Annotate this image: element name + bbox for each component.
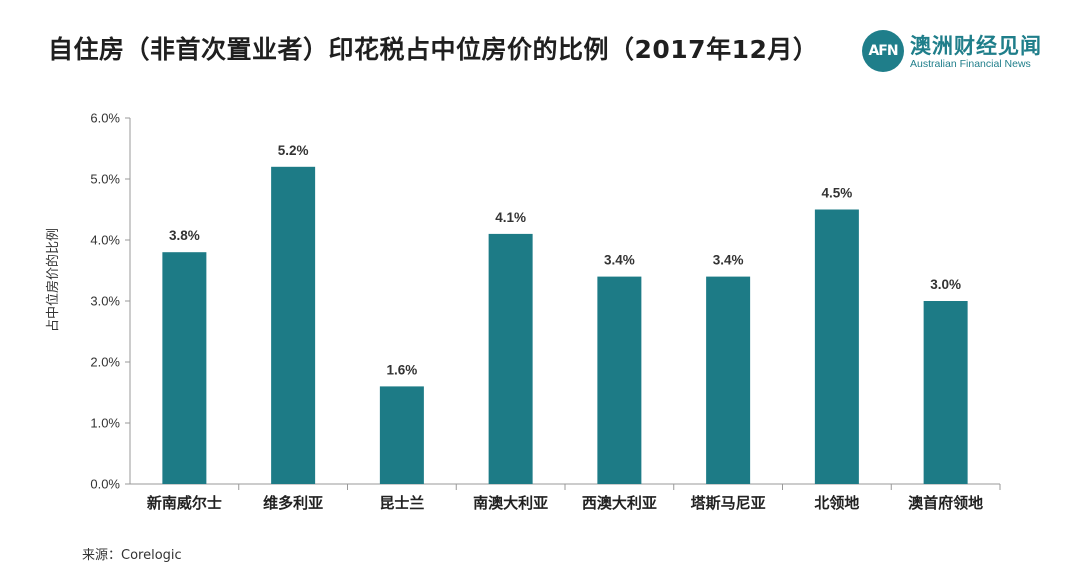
x-tick-label: 西澳大利亚 — [582, 494, 657, 512]
y-tick-label: 5.0% — [90, 172, 120, 187]
data-label: 3.4% — [604, 253, 635, 268]
x-tick-label: 昆士兰 — [379, 494, 424, 512]
y-tick-label: 1.0% — [90, 416, 120, 431]
y-tick-label: 6.0% — [90, 111, 120, 126]
bar — [271, 166, 316, 485]
data-label: 3.0% — [930, 277, 961, 292]
bar — [379, 386, 424, 484]
x-tick-label: 塔斯马尼亚 — [691, 494, 766, 512]
data-label: 1.6% — [386, 362, 417, 377]
bar — [923, 301, 968, 484]
source-note: 来源：Corelogic — [82, 548, 182, 563]
data-label: 3.8% — [169, 228, 200, 243]
data-label: 3.4% — [713, 253, 744, 268]
bar — [488, 233, 533, 484]
logo-name-cn: 澳洲财经见闻 — [910, 34, 1042, 58]
logo-name-en: Australian Financial News — [910, 58, 1031, 70]
x-tick-label: 南澳大利亚 — [473, 494, 548, 512]
x-tick-label: 北领地 — [814, 494, 859, 512]
data-label: 4.5% — [821, 186, 852, 201]
x-tick-label: 澳首府领地 — [908, 494, 983, 512]
data-label: 5.2% — [278, 143, 309, 158]
y-tick-label: 4.0% — [90, 233, 120, 248]
bar — [814, 209, 859, 484]
bar — [162, 252, 207, 484]
afn-logo-icon: AFN — [862, 30, 904, 72]
x-tick-label: 维多利亚 — [263, 494, 323, 512]
x-tick-label: 新南威尔士 — [147, 494, 222, 512]
y-tick-label: 0.0% — [90, 477, 120, 492]
bar — [706, 276, 751, 484]
chart-title: 自住房（非首次置业者）印花税占中位房价的比例（2017年12月） — [48, 35, 819, 64]
bar — [597, 276, 642, 484]
afn-logo: AFN 澳洲财经见闻 Australian Financial News — [862, 30, 1062, 74]
data-label: 4.1% — [495, 210, 526, 225]
y-tick-label: 2.0% — [90, 355, 120, 370]
y-tick-label: 3.0% — [90, 294, 120, 309]
